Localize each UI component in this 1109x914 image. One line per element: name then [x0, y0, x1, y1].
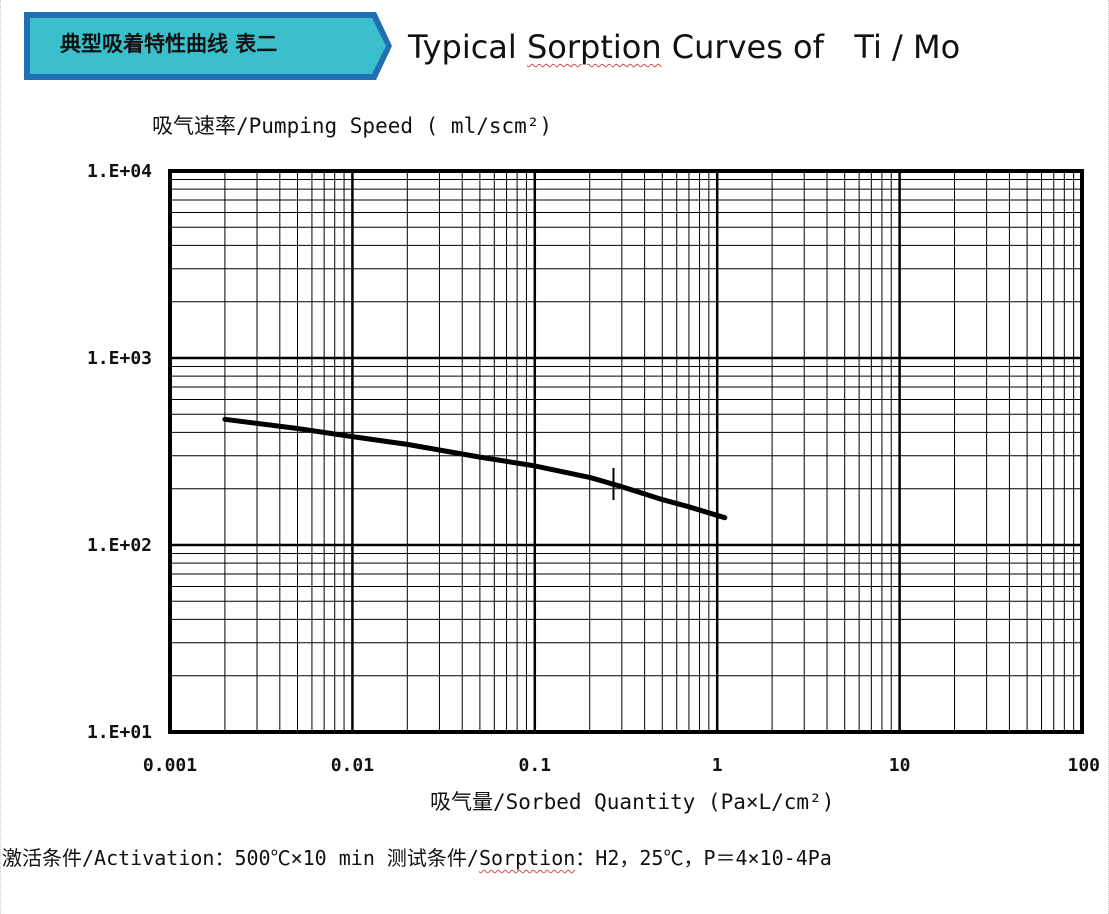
sorption-condition-prefix: 测试条件/: [386, 846, 479, 870]
grid-minor-lines: [170, 171, 1082, 732]
x-tick-label: 0.1: [519, 755, 552, 776]
x-tick-label: 10: [889, 755, 911, 776]
title-sorption-word: Sorption: [526, 28, 662, 66]
sorption-condition-word: Sorption: [478, 846, 576, 870]
y-tick-label: 1.E+04: [87, 161, 152, 182]
title-prefix: Typical: [408, 28, 527, 66]
title-badge: 典型吸着特性曲线 表二: [22, 10, 394, 82]
badge-label: 典型吸着特性曲线 表二: [60, 32, 278, 56]
badge-arrow-shape: [24, 12, 392, 80]
y-tick-label: 1.E+03: [87, 348, 152, 369]
x-tick-label: 1: [712, 755, 723, 776]
page-border-left: [0, 0, 2, 914]
y-axis-label: 吸气速率/Pumping Speed ( ml/scm²): [152, 114, 553, 138]
x-tick-label: 0.001: [143, 755, 197, 776]
test-conditions: 激活条件/Activation：500℃×10 min 测试条件/Sorptio…: [2, 842, 832, 871]
series-line: [222, 416, 728, 521]
x-tick-label: 0.01: [331, 755, 374, 776]
plot-border: [168, 169, 1084, 734]
x-axis-label: 吸气量/Sorbed Quantity (Pa×L/cm²): [430, 790, 835, 814]
sorption-condition-suffix: ：H2，25℃，P＝4×10-4Pa: [575, 846, 832, 870]
y-tick-label: 1.E+01: [87, 722, 152, 743]
x-tick-labels: 0.001 0.01 0.1 1 10 100: [143, 755, 1100, 776]
activation-condition: 激活条件/Activation：500℃×10 min: [2, 846, 387, 870]
y-tick-labels: 1.E+01 1.E+02 1.E+03 1.E+04: [87, 161, 152, 743]
title-suffix: Curves of Ti / Mo: [661, 28, 961, 66]
chart-title: Typical Sorption Curves of Ti / Mo: [408, 26, 960, 68]
x-tick-label: 100: [1067, 755, 1100, 776]
y-tick-label: 1.E+02: [87, 535, 152, 556]
grid-major-lines: [168, 171, 1082, 734]
